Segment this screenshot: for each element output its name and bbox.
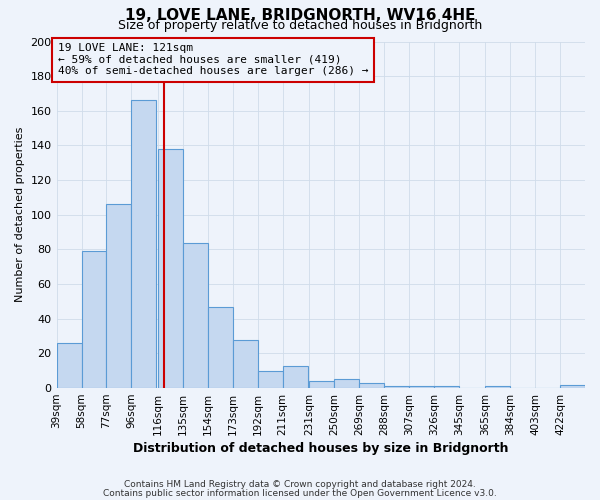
Bar [359,383,384,388]
Bar [257,370,283,388]
Text: Contains public sector information licensed under the Open Government Licence v3: Contains public sector information licen… [103,488,497,498]
Bar [334,380,359,388]
Bar [560,384,585,388]
Bar [208,306,233,388]
Y-axis label: Number of detached properties: Number of detached properties [15,127,25,302]
Bar [82,251,106,388]
Bar [409,386,434,388]
Bar [106,204,131,388]
Bar [283,366,308,388]
Text: 19 LOVE LANE: 121sqm
← 59% of detached houses are smaller (419)
40% of semi-deta: 19 LOVE LANE: 121sqm ← 59% of detached h… [58,43,368,76]
Bar [309,381,334,388]
Text: 19, LOVE LANE, BRIDGNORTH, WV16 4HE: 19, LOVE LANE, BRIDGNORTH, WV16 4HE [125,8,475,22]
Bar [158,149,183,388]
Bar [131,100,157,388]
Bar [183,242,208,388]
Bar [485,386,510,388]
Bar [56,343,82,388]
Bar [434,386,459,388]
X-axis label: Distribution of detached houses by size in Bridgnorth: Distribution of detached houses by size … [133,442,509,455]
Text: Size of property relative to detached houses in Bridgnorth: Size of property relative to detached ho… [118,18,482,32]
Text: Contains HM Land Registry data © Crown copyright and database right 2024.: Contains HM Land Registry data © Crown c… [124,480,476,489]
Bar [384,386,409,388]
Bar [233,340,257,388]
